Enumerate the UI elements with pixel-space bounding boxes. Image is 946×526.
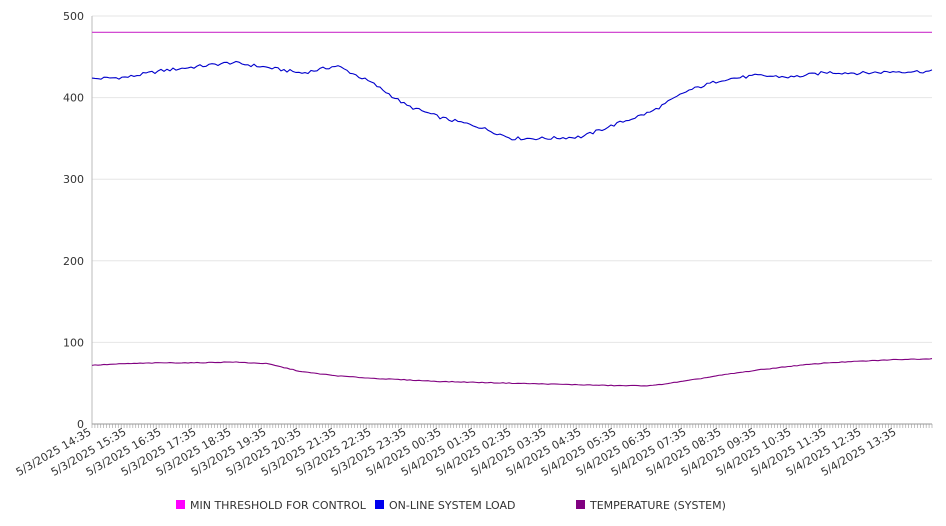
y-tick-label: 500 (63, 10, 84, 23)
series-line-1 (91, 60, 933, 141)
gridlines (92, 15, 932, 343)
y-tick-label: 200 (63, 255, 84, 268)
legend-swatch (576, 500, 585, 509)
y-axis: 0 100 200 300 400 500 (63, 10, 93, 431)
y-tick-label: 100 (63, 336, 84, 349)
y-tick-label: 300 (63, 173, 84, 186)
series-lines (91, 31, 933, 387)
y-tick-label: 0 (77, 418, 84, 431)
series-line-2 (91, 358, 933, 387)
legend-label: TEMPERATURE (SYSTEM) (589, 499, 726, 512)
legend-label: MIN THRESHOLD FOR CONTROL (190, 499, 367, 512)
y-tick-label: 400 (63, 92, 84, 105)
x-axis: 5/3/2025 14:355/3/2025 15:355/3/2025 16:… (14, 423, 933, 479)
legend-swatch (176, 500, 185, 509)
legend-swatch (375, 500, 384, 509)
legend: MIN THRESHOLD FOR CONTROL ON-LINE SYSTEM … (176, 499, 726, 512)
legend-label: ON-LINE SYSTEM LOAD (389, 499, 515, 512)
